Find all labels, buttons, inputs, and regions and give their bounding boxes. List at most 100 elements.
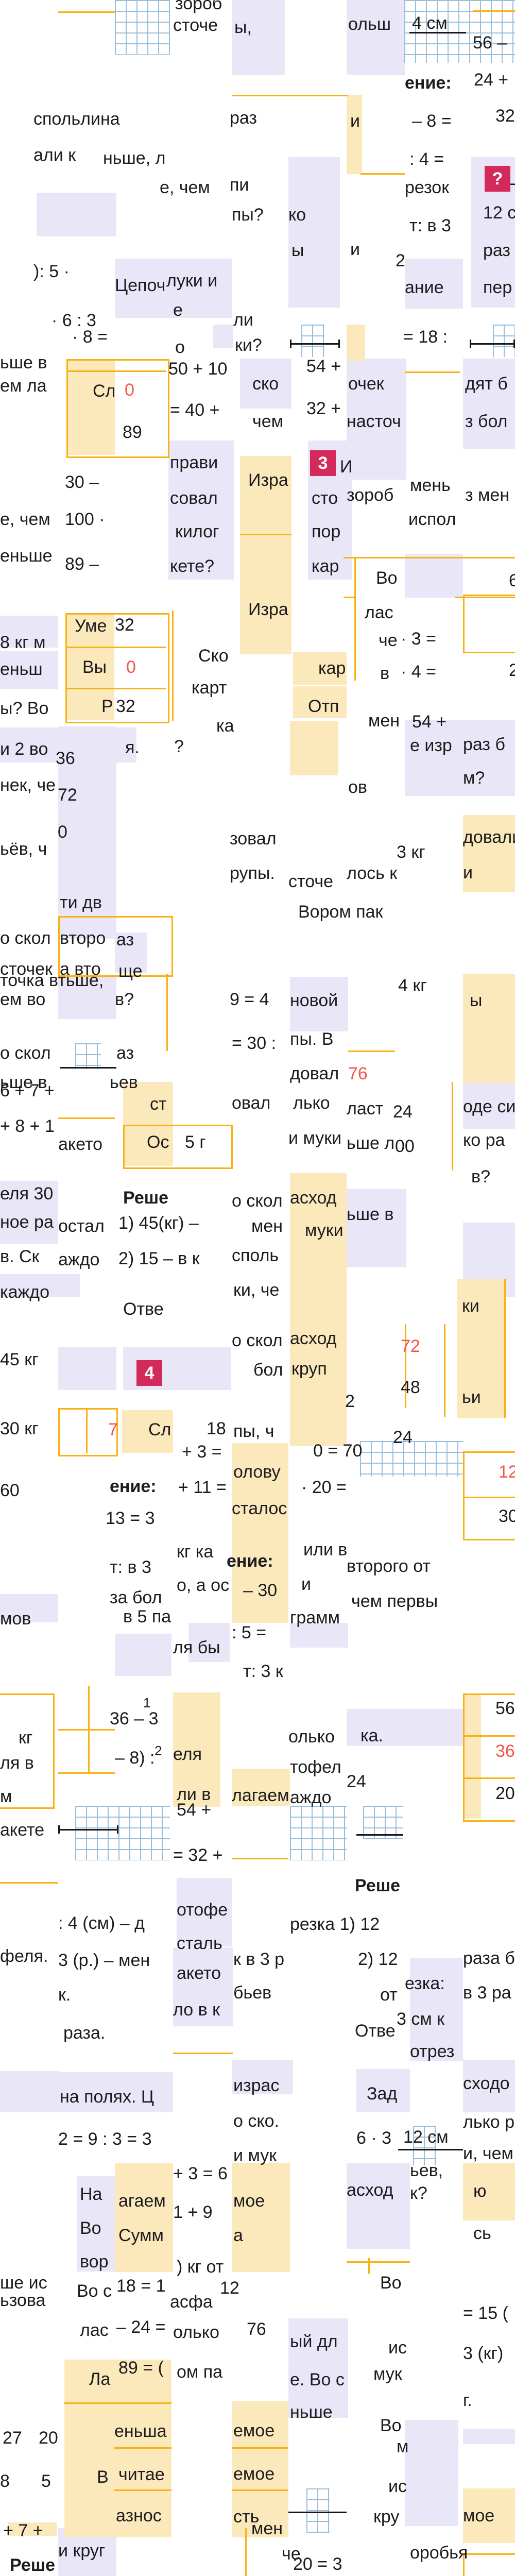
text-fragment: 1 + 9 <box>173 2202 213 2222</box>
text-fragment: ьше в <box>0 1073 47 1092</box>
text-fragment: сталос <box>232 1499 287 1518</box>
table-line-horizontal <box>64 2402 171 2404</box>
text-fragment: ка <box>216 716 234 736</box>
text-fragment: = 30 : <box>232 1033 277 1053</box>
text-fragment: И <box>340 457 353 477</box>
text-fragment: оробья <box>410 2543 468 2563</box>
text-fragment: Во <box>380 2273 402 2293</box>
segment-line <box>58 1829 118 1831</box>
text-fragment: каждо <box>0 1282 50 1302</box>
text-fragment: ьи <box>462 1387 481 1407</box>
text-fragment: ще <box>118 961 143 981</box>
text-fragment: ше ис <box>0 2273 47 2293</box>
text-fragment: т: в 3 <box>409 216 451 235</box>
text-fragment: 20 <box>495 1784 515 1803</box>
text-fragment: че <box>282 2544 301 2564</box>
highlight-rect <box>405 2420 458 2526</box>
table-cell-fill <box>115 2163 173 2272</box>
text-fragment: ) кг от <box>177 2257 224 2277</box>
text-fragment: 89 <box>123 422 142 442</box>
table-line-horizontal <box>58 1729 115 1731</box>
text-fragment: и 2 во <box>0 739 48 759</box>
text-fragment: Отве <box>123 1299 164 1319</box>
table-line-vertical <box>444 1324 445 1417</box>
text-fragment: лько р <box>463 2112 515 2132</box>
highlight-rect <box>58 1347 116 1390</box>
text-fragment: нек, че <box>0 775 56 795</box>
highlight-rect <box>290 977 348 1031</box>
text-fragment: · 6 : 3 <box>52 311 96 330</box>
text-fragment: ение: <box>110 1477 157 1496</box>
table-line-horizontal <box>344 557 515 558</box>
text-fragment: довали <box>463 827 515 847</box>
table-cell-border <box>0 1693 55 1809</box>
text-fragment: сталь <box>177 1934 222 1953</box>
text-fragment: точка втьше, <box>0 971 104 990</box>
text-fragment: мен <box>251 1216 283 1236</box>
text-fragment: е. Во с <box>290 2370 345 2389</box>
text-fragment: мень <box>410 476 451 495</box>
text-fragment: – 30 <box>243 1581 278 1600</box>
text-fragment: мен <box>368 711 400 731</box>
text-fragment: раз б <box>463 735 505 754</box>
text-fragment: насточ <box>347 412 401 431</box>
table-cell-fill <box>232 1769 290 1806</box>
text-fragment: 0 <box>58 822 67 842</box>
text-fragment: че <box>379 631 398 650</box>
text-fragment: ско <box>252 374 279 394</box>
text-fragment: ем ла <box>0 376 47 396</box>
text-fragment: 6 + 7 + <box>0 1081 55 1100</box>
text-fragment: Изра <box>248 600 288 619</box>
table-line-horizontal <box>0 1882 58 1884</box>
text-fragment: ко ра <box>463 1130 505 1150</box>
highlight-rect <box>0 2071 60 2112</box>
text-fragment: отофе <box>177 1900 228 1920</box>
text-fragment: аз <box>116 1043 134 1063</box>
graph-paper-patch <box>360 1441 463 1477</box>
table-line-horizontal <box>360 173 405 175</box>
text-fragment: еньше <box>0 546 53 566</box>
text-fragment: грамм <box>290 1608 340 1628</box>
table-cell-border <box>58 1408 118 1456</box>
table-cell-fill <box>173 1692 220 1807</box>
text-fragment: рупы. <box>230 863 275 883</box>
segment-line <box>290 343 340 345</box>
text-fragment: оде си <box>463 1097 515 1116</box>
text-fragment: пор <box>312 522 341 541</box>
graph-paper-patch <box>306 2488 330 2533</box>
text-fragment: ис <box>388 2338 407 2358</box>
text-fragment: тофел <box>290 1757 341 1777</box>
text-fragment: еля 30 <box>0 1184 54 1204</box>
text-fragment: азнос <box>116 2506 162 2526</box>
text-fragment: емое <box>233 2421 275 2441</box>
text-fragment: ьев <box>110 1073 138 1092</box>
text-fragment: ли <box>233 310 253 330</box>
table-line-horizontal <box>114 2447 171 2449</box>
text-fragment: 18 = 1 <box>116 2276 166 2296</box>
table-line-horizontal <box>348 1050 395 1052</box>
text-fragment: ки <box>462 1296 479 1316</box>
text-fragment: е, чем <box>160 178 210 197</box>
highlight-rect <box>288 2318 348 2418</box>
text-fragment: 2) 12 <box>358 1950 398 1969</box>
text-fragment: 1 <box>143 1695 151 1710</box>
text-fragment: 2 <box>345 1392 355 1411</box>
text-fragment: 50 + 10 <box>168 359 228 379</box>
table-cell-fill <box>457 1279 504 1418</box>
text-fragment: овал <box>232 1093 271 1113</box>
text-fragment: лас <box>365 603 393 622</box>
table-cell-fill <box>290 721 338 775</box>
table-cell-fill <box>65 613 114 720</box>
table-line-horizontal <box>58 11 115 13</box>
problem-number-badge: 3 <box>310 450 336 476</box>
text-fragment: лось к <box>347 863 398 883</box>
table-line-horizontal <box>463 1497 515 1498</box>
table-line-horizontal <box>347 2261 410 2263</box>
table-line-horizontal <box>66 370 166 372</box>
text-fragment: сь <box>473 2224 491 2243</box>
table-line-horizontal <box>173 2053 233 2054</box>
text-fragment: ьев, <box>410 2161 443 2180</box>
table-line-vertical <box>166 974 168 1051</box>
text-fragment: 0 <box>125 380 134 400</box>
text-fragment: 2 <box>396 251 405 270</box>
